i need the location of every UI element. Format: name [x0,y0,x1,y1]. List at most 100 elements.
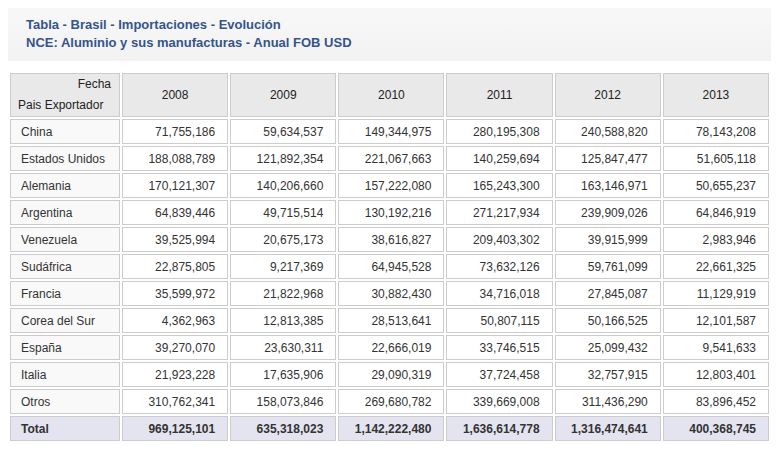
value-cell: 209,403,302 [446,227,552,252]
value-cell: 269,680,782 [338,389,444,414]
corner-bottom-label: Pais Exportador [11,98,119,116]
value-cell: 64,945,528 [338,254,444,279]
value-cell: 33,746,515 [446,335,552,360]
row-label: Venezuela [10,227,120,252]
year-header-2010: 2010 [338,73,444,117]
value-cell: 35,599,972 [122,281,228,306]
table-row-argentina: Argentina 64,839,446 49,715,514 130,192,… [10,200,769,225]
table-row-alemania: Alemania 170,121,307 140,206,660 157,222… [10,173,769,198]
value-cell: 125,847,477 [555,146,661,171]
value-cell: 240,588,820 [555,119,661,144]
value-cell: 140,259,694 [446,146,552,171]
table-row-total: Total 969,125,101 635,318,023 1,142,222,… [10,416,769,441]
row-label: Alemania [10,173,120,198]
year-header-2011: 2011 [446,73,552,117]
value-cell: 163,146,971 [555,173,661,198]
table-row-sudafrica: Sudáfrica 22,875,805 9,217,369 64,945,52… [10,254,769,279]
report-title: Tabla - Brasil - Importaciones - Evoluci… [26,16,753,34]
value-cell: 11,129,919 [663,281,769,306]
value-cell: 38,616,827 [338,227,444,252]
value-cell: 30,882,430 [338,281,444,306]
corner-header-inner: Fecha Pais Exportador [11,74,119,116]
value-cell: 23,630,311 [230,335,336,360]
value-cell: 339,669,008 [446,389,552,414]
row-label: China [10,119,120,144]
value-cell: 188,088,789 [122,146,228,171]
total-value-cell: 635,318,023 [230,416,336,441]
value-cell: 121,892,354 [230,146,336,171]
value-cell: 157,222,080 [338,173,444,198]
value-cell: 73,632,126 [446,254,552,279]
value-cell: 25,099,432 [555,335,661,360]
value-cell: 50,655,237 [663,173,769,198]
year-header-2008: 2008 [122,73,228,117]
value-cell: 9,217,369 [230,254,336,279]
value-cell: 17,635,906 [230,362,336,387]
table-row-francia: Francia 35,599,972 21,822,968 30,882,430… [10,281,769,306]
value-cell: 310,762,341 [122,389,228,414]
value-cell: 22,661,325 [663,254,769,279]
value-cell: 59,634,537 [230,119,336,144]
value-cell: 39,270,070 [122,335,228,360]
value-cell: 28,513,641 [338,308,444,333]
corner-header: Fecha Pais Exportador [10,73,120,117]
value-cell: 311,436,290 [555,389,661,414]
value-cell: 71,755,186 [122,119,228,144]
value-cell: 280,195,308 [446,119,552,144]
row-label: Francia [10,281,120,306]
value-cell: 37,724,458 [446,362,552,387]
value-cell: 59,761,099 [555,254,661,279]
value-cell: 27,845,087 [555,281,661,306]
value-cell: 50,807,115 [446,308,552,333]
value-cell: 22,875,805 [122,254,228,279]
value-cell: 130,192,216 [338,200,444,225]
value-cell: 165,243,300 [446,173,552,198]
row-label: Sudáfrica [10,254,120,279]
total-value-cell: 1,316,474,641 [555,416,661,441]
row-label: España [10,335,120,360]
value-cell: 39,915,999 [555,227,661,252]
table-row-espana: España 39,270,070 23,630,311 22,666,019 … [10,335,769,360]
value-cell: 64,846,919 [663,200,769,225]
value-cell: 50,166,525 [555,308,661,333]
value-cell: 2,983,946 [663,227,769,252]
value-cell: 64,839,446 [122,200,228,225]
row-label: Otros [10,389,120,414]
value-cell: 78,143,208 [663,119,769,144]
total-value-cell: 1,142,222,480 [338,416,444,441]
value-cell: 149,344,975 [338,119,444,144]
table-row-estados-unidos: Estados Unidos 188,088,789 121,892,354 2… [10,146,769,171]
value-cell: 221,067,663 [338,146,444,171]
value-cell: 140,206,660 [230,173,336,198]
page: Tabla - Brasil - Importaciones - Evoluci… [0,0,779,449]
value-cell: 83,896,452 [663,389,769,414]
table-row-venezuela: Venezuela 39,525,994 20,675,173 38,616,8… [10,227,769,252]
value-cell: 39,525,994 [122,227,228,252]
year-header-2012: 2012 [555,73,661,117]
total-value-cell: 400,368,745 [663,416,769,441]
table-row-otros: Otros 310,762,341 158,073,846 269,680,78… [10,389,769,414]
value-cell: 271,217,934 [446,200,552,225]
report-subtitle: NCE: Aluminio y sus manufacturas - Anual… [26,34,753,52]
table-row-italia: Italia 21,923,228 17,635,906 29,090,319 … [10,362,769,387]
year-header-2009: 2009 [230,73,336,117]
total-value-cell: 969,125,101 [122,416,228,441]
total-label: Total [10,416,120,441]
value-cell: 12,101,587 [663,308,769,333]
value-cell: 20,675,173 [230,227,336,252]
value-cell: 170,121,307 [122,173,228,198]
table-row-corea-del-sur: Corea del Sur 4,362,963 12,813,385 28,51… [10,308,769,333]
row-label: Corea del Sur [10,308,120,333]
value-cell: 158,073,846 [230,389,336,414]
total-value-cell: 1,636,614,778 [446,416,552,441]
row-label: Argentina [10,200,120,225]
value-cell: 12,813,385 [230,308,336,333]
corner-top-label: Fecha [11,74,119,91]
value-cell: 239,909,026 [555,200,661,225]
value-cell: 32,757,915 [555,362,661,387]
value-cell: 22,666,019 [338,335,444,360]
table-row-china: China 71,755,186 59,634,537 149,344,975 … [10,119,769,144]
value-cell: 4,362,963 [122,308,228,333]
value-cell: 51,605,118 [663,146,769,171]
row-label: Italia [10,362,120,387]
